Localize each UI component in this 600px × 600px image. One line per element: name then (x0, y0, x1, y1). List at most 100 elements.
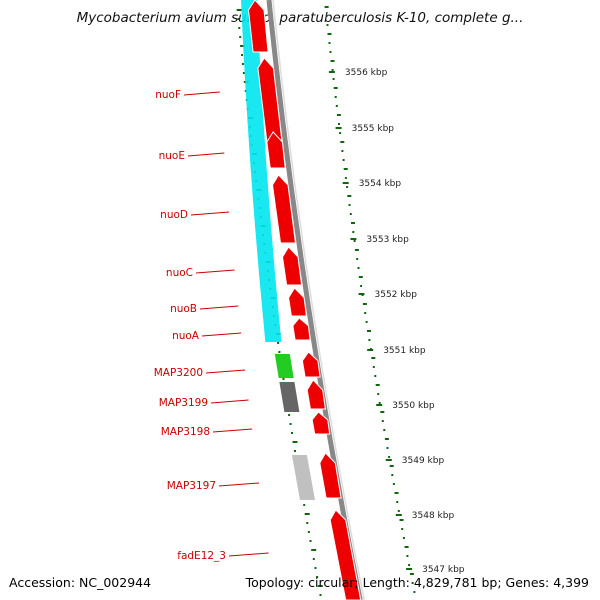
gc-tick-inner (291, 432, 293, 434)
gc-tick-outer (374, 375, 377, 377)
gc-tick-outer (413, 591, 416, 593)
gc-tick-outer (332, 78, 335, 80)
gc-tick-outer (362, 303, 367, 305)
gc-tick-outer (378, 402, 381, 404)
gc-tick-outer (354, 249, 359, 251)
gc-tick-outer (343, 168, 348, 170)
gc-tick-outer (404, 546, 409, 548)
ruler-label: 3548 kbp (412, 511, 455, 521)
gc-tick-outer (402, 537, 405, 539)
cog-box-map3200 (274, 354, 294, 378)
backbone-line (266, 0, 363, 600)
ruler-tick (376, 404, 383, 406)
gc-tick-inner (241, 63, 244, 65)
gc-tick-outer (397, 510, 400, 512)
gc-tick-inner (289, 423, 292, 425)
gc-tick-outer (392, 483, 395, 485)
gc-tick-outer (334, 96, 337, 98)
gene-label-nuoa: nuoA (172, 330, 200, 342)
backbone-highlight (272, 0, 365, 600)
ruler-label: 3555 kbp (352, 124, 395, 134)
gc-tick-outer (372, 366, 375, 368)
gc-tick-outer (389, 465, 394, 467)
accession-label: Accession: NC_002944 (9, 575, 152, 590)
gc-tick-outer (380, 411, 385, 413)
ruler-tick (406, 568, 413, 570)
gc-tick-outer (394, 492, 399, 494)
map-title: Mycobacterium avium subsp. paratuberculo… (76, 10, 524, 26)
gene-label-map3200: MAP3200 (154, 367, 203, 379)
gene-label-map3199: MAP3199 (159, 397, 208, 409)
gc-tick-outer (327, 33, 332, 35)
gc-tick-inner (239, 36, 242, 38)
genome-summary: Topology: circular; Length: 4,829,781 bp… (245, 575, 589, 590)
gene-arrow-nuod (271, 174, 297, 244)
gene-arrow-map3200 (301, 351, 321, 378)
gene-leader-nuof (183, 91, 220, 96)
gene-leader-nuoa (201, 332, 242, 337)
gene-arrow-nuoa (292, 317, 311, 341)
ruler-label: 3547 kbp (422, 565, 465, 575)
gene-leader-nuod (190, 211, 230, 216)
gc-tick-outer (346, 186, 349, 188)
gc-tick-outer (329, 51, 332, 53)
gene-label-nuob: nuoB (170, 303, 197, 315)
ruler-tick (358, 293, 365, 295)
gc-tick-inner (240, 45, 246, 47)
gene-arrow-map3199 (306, 379, 326, 410)
gc-tick-outer (335, 105, 338, 107)
gc-tick-inner (241, 54, 243, 56)
gc-tick-outer (408, 564, 411, 566)
gene-label-map3197: MAP3197 (167, 480, 216, 492)
gc-tick-outer (367, 330, 371, 332)
gc-tick-outer (396, 501, 399, 503)
gc-tick-inner (288, 414, 291, 416)
gc-tick-outer (324, 6, 329, 8)
gc-tick-inner (292, 441, 298, 443)
ruler-label: 3551 kbp (383, 346, 426, 356)
gc-tick-outer (409, 573, 414, 575)
gene-leader-map3198 (212, 428, 253, 433)
ruler-label: 3554 kbp (359, 179, 402, 189)
gene-leader-nuoe (187, 152, 225, 157)
gc-tick-inner (238, 27, 241, 29)
gc-tick-outer (326, 24, 329, 26)
cog-band-layer (241, 0, 315, 500)
gene-arrow-upstream (247, 0, 269, 53)
gc-tick-outer (351, 222, 355, 224)
gc-tick-outer (386, 447, 389, 449)
gc-tick-inner (278, 351, 281, 353)
gc-tick-outer (368, 339, 371, 341)
gene-arrow-nuoc (281, 246, 303, 286)
gc-tick-outer (348, 204, 351, 206)
gc-tick-outer (330, 60, 335, 62)
gene-arrow-nuoe (266, 131, 286, 169)
gc-tick-outer (328, 42, 331, 44)
ruler-tick (328, 71, 335, 73)
ruler-tick (350, 238, 357, 240)
gene-leader-fade12_3 (228, 552, 269, 557)
gc-tick-outer (357, 267, 360, 269)
ruler-tick (385, 459, 392, 461)
gc-tick-outer (331, 69, 334, 71)
gc-tick-outer (341, 150, 344, 152)
gc-tick-inner (242, 72, 245, 74)
gc-tick-outer (360, 285, 363, 287)
ruler-label: 3553 kbp (366, 235, 409, 245)
gc-tick-inner (303, 504, 306, 506)
gc-tick-outer (336, 114, 341, 116)
gene-leader-map3200 (205, 369, 246, 374)
gc-tick-inner (311, 549, 317, 551)
gc-tick-outer (347, 195, 352, 197)
gc-tick-outer (342, 159, 345, 161)
gc-tick-outer (349, 213, 352, 215)
gc-tick-outer (344, 177, 347, 179)
gc-tick-outer (353, 240, 356, 242)
gene-leader-nuob (199, 305, 239, 310)
gene-label-nuoe: nuoE (159, 150, 185, 162)
gene-arrow-layer (247, 0, 362, 600)
ruler-label: 3549 kbp (402, 456, 445, 466)
gc-tick-outer (411, 582, 414, 584)
gc-tick-outer (406, 555, 409, 557)
